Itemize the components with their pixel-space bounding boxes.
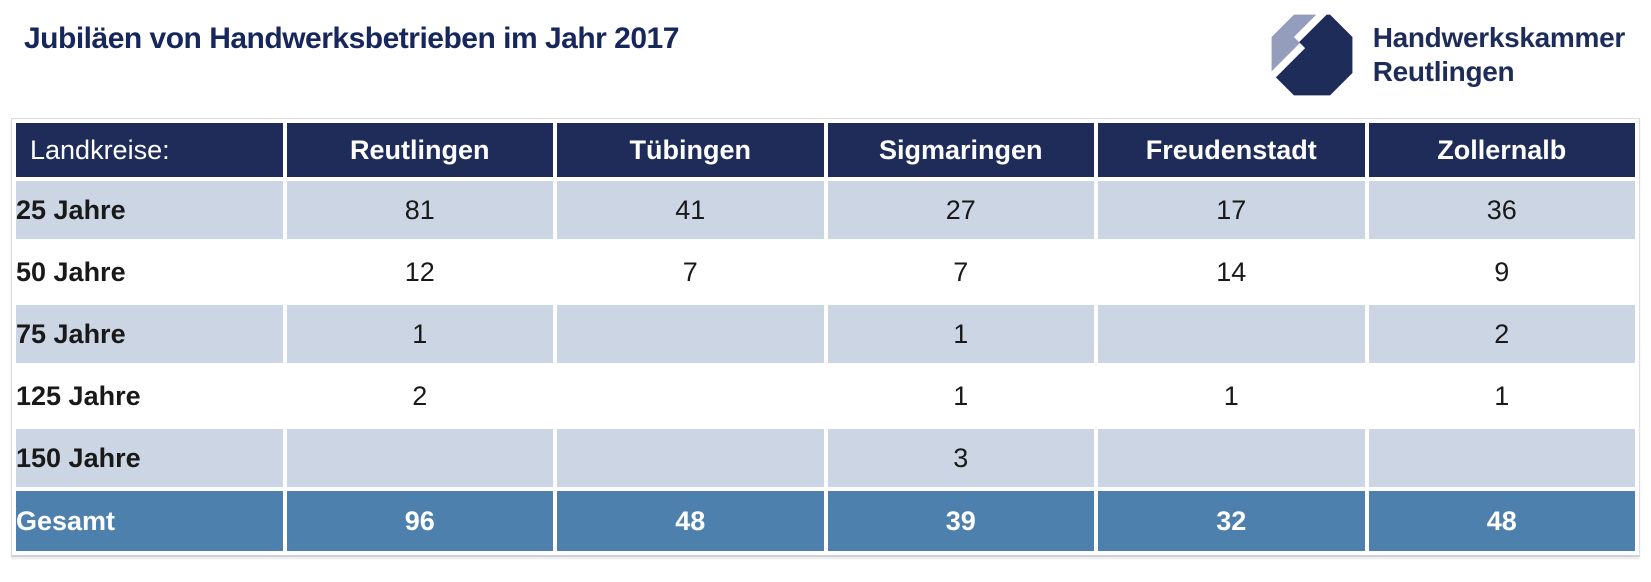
org-name: Handwerkskammer Reutlingen <box>1372 21 1626 88</box>
table-row-50-jahre: 50 Jahre 12 7 7 14 9 <box>16 243 1635 301</box>
value-cell: 1 <box>286 305 553 363</box>
value-cell: 12 <box>286 243 553 301</box>
row-label-cell: 25 Jahre <box>16 181 283 239</box>
row-label-cell: 50 Jahre <box>16 243 283 301</box>
value-cell: 1 <box>1098 367 1365 425</box>
table-row-25-jahre: 25 Jahre 81 41 27 17 36 <box>16 181 1635 239</box>
value-cell: 27 <box>827 181 1094 239</box>
org-name-line1: Handwerkskammer <box>1372 22 1626 54</box>
corner-header-cell: Landkreise: <box>16 123 283 177</box>
table-total-row: Gesamt 96 48 39 32 48 <box>16 491 1635 551</box>
total-label-cell: Gesamt <box>16 491 283 551</box>
value-cell <box>1098 305 1365 363</box>
value-cell: 1 <box>1368 367 1635 425</box>
column-header-zollernalb: Zollernalb <box>1368 123 1635 177</box>
value-cell: 9 <box>1368 243 1635 301</box>
hwk-octagon-icon <box>1271 14 1353 96</box>
value-cell: 3 <box>827 429 1094 487</box>
jubilee-table: Landkreise: Reutlingen Tübingen Sigmarin… <box>12 119 1639 555</box>
column-header-tuebingen: Tübingen <box>557 123 824 177</box>
row-label-cell: 75 Jahre <box>16 305 283 363</box>
value-cell: 41 <box>557 181 824 239</box>
value-cell <box>557 429 824 487</box>
value-cell: 2 <box>286 367 553 425</box>
hwk-logo: Handwerkskammer Reutlingen <box>1269 12 1625 98</box>
total-value-cell: 96 <box>286 491 553 551</box>
table-row-75-jahre: 75 Jahre 1 1 2 <box>16 305 1635 363</box>
row-label-cell: 150 Jahre <box>16 429 283 487</box>
value-cell <box>1368 429 1635 487</box>
value-cell <box>557 305 824 363</box>
value-cell <box>557 367 824 425</box>
value-cell: 2 <box>1368 305 1635 363</box>
value-cell: 36 <box>1368 181 1635 239</box>
value-cell: 17 <box>1098 181 1365 239</box>
jubilee-table-container: Landkreise: Reutlingen Tübingen Sigmarin… <box>11 118 1640 557</box>
total-value-cell: 48 <box>557 491 824 551</box>
total-value-cell: 32 <box>1098 491 1365 551</box>
value-cell: 7 <box>827 243 1094 301</box>
value-cell: 7 <box>557 243 824 301</box>
table-header-row: Landkreise: Reutlingen Tübingen Sigmarin… <box>16 123 1635 177</box>
page-title: Jubiläen von Handwerksbetrieben im Jahr … <box>24 22 679 55</box>
value-cell: 1 <box>827 367 1094 425</box>
column-header-sigmaringen: Sigmaringen <box>827 123 1094 177</box>
table-row-150-jahre: 150 Jahre 3 <box>16 429 1635 487</box>
value-cell: 14 <box>1098 243 1365 301</box>
row-label-cell: 125 Jahre <box>16 367 283 425</box>
column-header-reutlingen: Reutlingen <box>286 123 553 177</box>
value-cell <box>1098 429 1365 487</box>
column-header-freudenstadt: Freudenstadt <box>1098 123 1365 177</box>
total-value-cell: 39 <box>827 491 1094 551</box>
value-cell: 1 <box>827 305 1094 363</box>
org-name-line2: Reutlingen <box>1372 56 1515 87</box>
table-row-125-jahre: 125 Jahre 2 1 1 1 <box>16 367 1635 425</box>
value-cell: 81 <box>286 181 553 239</box>
total-value-cell: 48 <box>1368 491 1635 551</box>
value-cell <box>286 429 553 487</box>
